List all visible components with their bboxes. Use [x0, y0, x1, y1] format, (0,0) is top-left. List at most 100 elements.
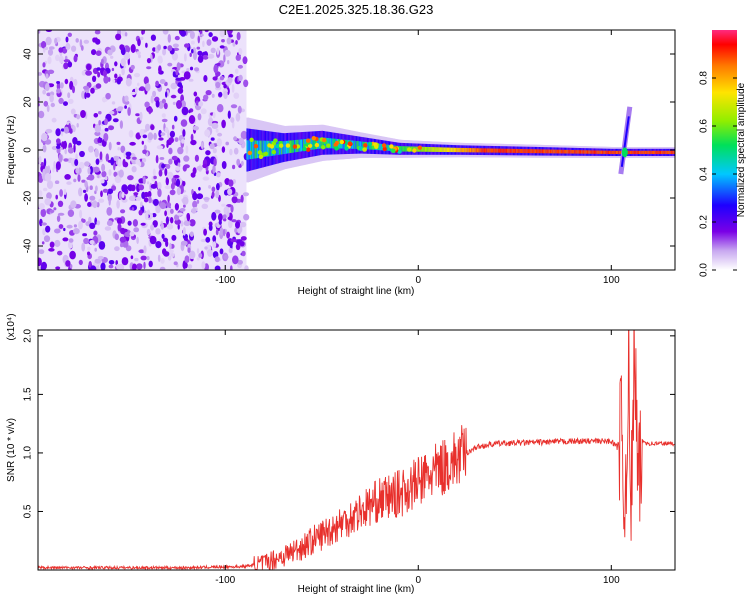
noise-speckle [104, 127, 109, 132]
snr-background [38, 330, 675, 570]
noise-speckle [121, 228, 128, 233]
noise-speckle [95, 185, 98, 192]
noise-speckle [216, 172, 221, 178]
noise-speckle [157, 55, 163, 64]
noise-speckle [84, 92, 87, 100]
noise-speckle [152, 90, 157, 98]
noise-speckle [213, 64, 219, 74]
noise-speckle [223, 83, 227, 89]
noise-speckle [142, 149, 148, 155]
noise-speckle [182, 260, 186, 270]
noise-speckle [63, 140, 67, 149]
noise-speckle [104, 226, 112, 231]
noise-speckle [112, 155, 120, 161]
noise-speckle [177, 82, 183, 88]
noise-speckle [204, 129, 211, 137]
noise-speckle [215, 128, 219, 133]
noise-speckle [138, 161, 142, 167]
noise-speckle [56, 148, 61, 154]
noise-speckle [85, 92, 91, 98]
noise-speckle [134, 87, 138, 94]
noise-speckle [81, 242, 86, 252]
noise-speckle [189, 66, 194, 71]
noise-speckle [145, 82, 151, 92]
noise-speckle [55, 128, 61, 137]
noise-speckle [98, 198, 105, 203]
noise-speckle [122, 95, 126, 104]
noise-speckle [238, 74, 243, 82]
ridge-blob [337, 143, 343, 149]
noise-speckle [42, 144, 47, 153]
noise-speckle [167, 34, 171, 43]
noise-speckle [166, 142, 169, 148]
noise-speckle [54, 239, 61, 248]
noise-speckle [100, 190, 103, 198]
noise-speckle [206, 39, 212, 46]
noise-speckle [219, 45, 225, 49]
noise-speckle [93, 166, 100, 173]
noise-speckle [230, 204, 234, 213]
noise-speckle [71, 45, 77, 52]
noise-speckle [230, 238, 238, 243]
noise-speckle [44, 198, 52, 206]
noise-speckle [191, 49, 194, 54]
ridge-blob [326, 143, 331, 148]
noise-speckle [186, 68, 190, 73]
noise-speckle [152, 220, 158, 228]
ridge-blob [358, 146, 363, 151]
noise-speckle [68, 98, 74, 104]
noise-speckle [41, 261, 47, 270]
noise-speckle [212, 148, 217, 154]
noise-speckle [42, 62, 46, 68]
noise-speckle [78, 161, 85, 170]
noise-speckle [167, 45, 173, 52]
noise-speckle [97, 71, 101, 78]
snr-scale-label: (x10⁴) [6, 313, 17, 340]
noise-speckle [51, 117, 57, 123]
ridge-blob [374, 144, 379, 149]
noise-speckle [55, 161, 61, 171]
noise-speckle [94, 258, 102, 264]
noise-speckle [102, 188, 109, 193]
snr-x-tick-label: -100 [215, 575, 235, 586]
noise-speckle [141, 140, 144, 145]
noise-speckle [185, 145, 189, 154]
noise-speckle [164, 127, 169, 133]
noise-speckle [128, 195, 136, 202]
noise-speckle [64, 78, 69, 85]
noise-speckle [49, 209, 55, 213]
noise-speckle [140, 201, 143, 208]
noise-speckle [243, 79, 249, 88]
noise-speckle [142, 176, 146, 185]
noise-speckle [150, 224, 155, 231]
colorbar-tick-label: 0.2 [699, 215, 710, 229]
noise-speckle [190, 172, 196, 178]
ridge-blob [382, 146, 387, 152]
noise-speckle [81, 218, 84, 222]
noise-speckle [161, 118, 168, 123]
noise-speckle [38, 175, 44, 183]
noise-speckle [189, 231, 194, 237]
noise-speckle [189, 219, 196, 227]
noise-speckle [137, 82, 140, 87]
noise-speckle [214, 256, 220, 263]
noise-speckle [213, 158, 217, 167]
noise-speckle [80, 45, 84, 51]
noise-speckle [171, 234, 177, 241]
noise-speckle [232, 164, 236, 170]
noise-speckle [118, 192, 123, 200]
noise-speckle [116, 141, 121, 145]
noise-speckle [130, 44, 136, 53]
noise-speckle [109, 110, 115, 115]
noise-speckle [104, 118, 108, 126]
spectrogram-y-tick-label: 0 [23, 147, 34, 153]
spectrogram-panel: -100 0 100 -40 -20 0 20 40 Height of straight … [6, 29, 676, 297]
noise-speckle [68, 238, 74, 243]
noise-speckle [172, 43, 179, 48]
noise-speckle [84, 161, 90, 167]
ridge-blob [391, 148, 396, 154]
noise-speckle [216, 183, 220, 191]
noise-speckle [97, 138, 101, 143]
noise-speckle [108, 125, 115, 131]
noise-speckle [82, 233, 87, 237]
